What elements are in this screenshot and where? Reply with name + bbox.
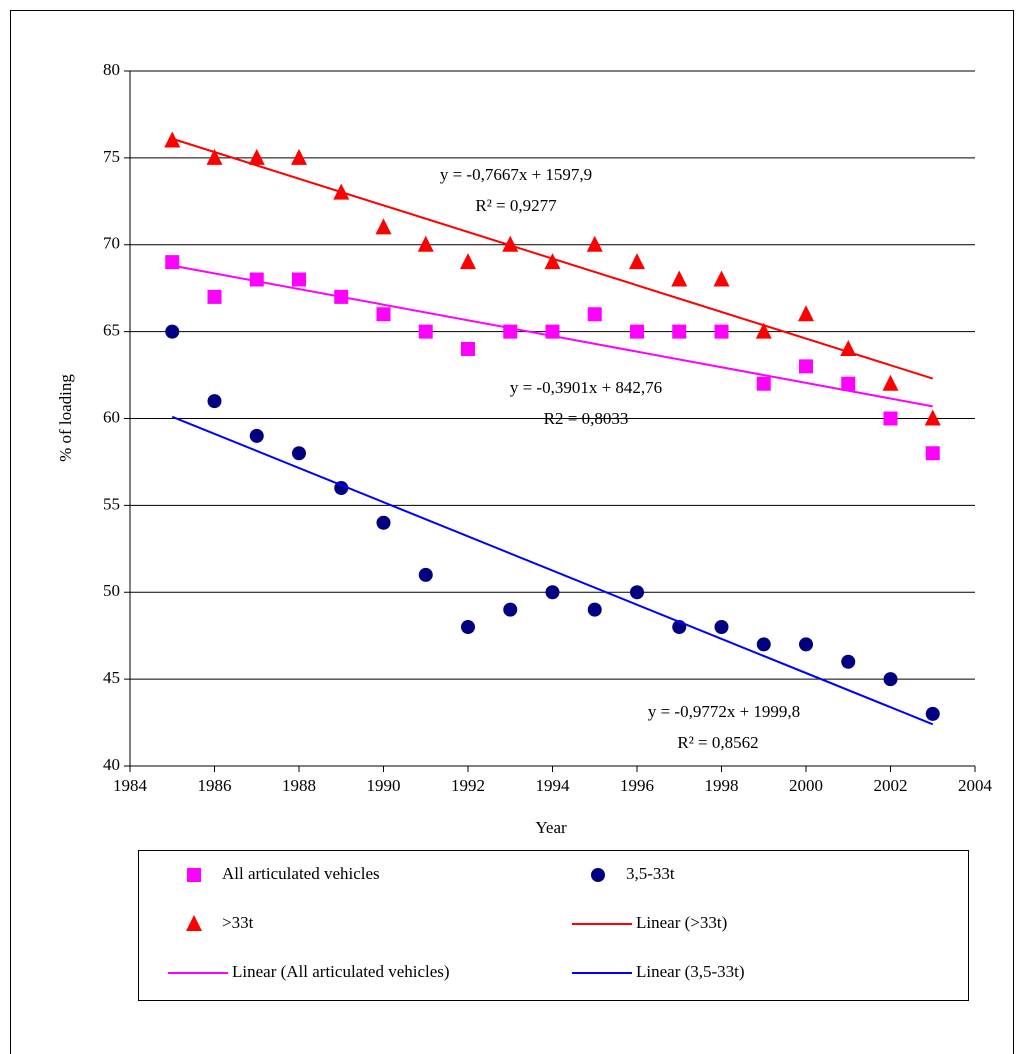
- marker: [376, 515, 391, 530]
- marker: [799, 359, 813, 374]
- marker: [207, 289, 222, 304]
- marker: [925, 446, 940, 461]
- y-tick-label: 75: [103, 147, 120, 166]
- trend-line: [171, 415, 934, 726]
- x-tick-label: 1996: [620, 776, 654, 795]
- y-tick-label: 60: [103, 407, 120, 426]
- marker: [841, 376, 856, 391]
- x-tick-label: 1992: [451, 776, 485, 795]
- x-tick-label: 2002: [874, 776, 908, 795]
- legend-label: Linear (>33t): [636, 913, 727, 932]
- marker: [924, 409, 941, 426]
- marker: [375, 218, 392, 235]
- marker: [714, 324, 729, 339]
- marker: [883, 411, 898, 426]
- marker: [925, 706, 940, 721]
- marker: [503, 602, 518, 617]
- y-tick-label: 45: [103, 668, 120, 687]
- x-tick-label: 1994: [536, 776, 571, 795]
- marker: [591, 868, 605, 882]
- marker: [291, 148, 307, 165]
- chart-border: [10, 10, 1014, 1054]
- x-axis-label: Year: [535, 818, 567, 837]
- marker: [630, 324, 644, 339]
- x-tick-label: 1984: [113, 776, 148, 795]
- marker: [545, 585, 560, 600]
- marker: [882, 374, 899, 391]
- marker: [799, 637, 813, 652]
- y-axis-label: % of loading: [56, 374, 75, 462]
- annotation: R² = 0,9277: [475, 196, 557, 215]
- legend-label: All articulated vehicles: [222, 864, 380, 883]
- y-tick-label: 70: [103, 234, 120, 253]
- marker: [249, 428, 264, 443]
- x-tick-label: 2004: [958, 776, 993, 795]
- marker: [629, 253, 645, 270]
- marker: [630, 585, 644, 600]
- marker: [840, 340, 857, 356]
- marker: [376, 307, 391, 322]
- legend: [138, 850, 969, 1001]
- marker: [461, 342, 475, 356]
- y-tick-label: 65: [103, 321, 120, 340]
- marker: [248, 148, 265, 165]
- marker: [544, 253, 561, 270]
- trend-line: [172, 264, 933, 408]
- annotation: y = -0,9772x + 1999,8: [648, 702, 800, 721]
- x-tick-label: 1988: [282, 776, 316, 795]
- y-tick-label: 80: [103, 60, 120, 79]
- marker: [755, 322, 772, 339]
- annotation: R² = 0,8562: [677, 733, 758, 752]
- legend-label: 3,5-33t: [626, 864, 675, 883]
- marker: [249, 272, 264, 287]
- marker: [587, 602, 602, 617]
- marker: [292, 272, 306, 287]
- x-tick-label: 1990: [367, 776, 401, 795]
- marker: [756, 637, 771, 652]
- marker: [418, 567, 433, 582]
- marker: [671, 270, 688, 287]
- marker: [713, 270, 730, 287]
- legend-label: Linear (3,5-33t): [636, 962, 745, 981]
- y-tick-label: 50: [103, 581, 120, 600]
- marker: [292, 446, 306, 461]
- marker: [586, 235, 603, 252]
- marker: [841, 654, 856, 669]
- marker: [756, 376, 771, 391]
- x-tick-label: 1986: [198, 776, 232, 795]
- marker: [587, 307, 602, 322]
- marker: [206, 148, 223, 165]
- annotation: y = -0,7667x + 1597,9: [440, 165, 592, 184]
- x-tick-label: 2000: [789, 776, 823, 795]
- marker: [714, 620, 729, 634]
- trend-line: [171, 137, 934, 380]
- x-tick-label: 1998: [705, 776, 739, 795]
- annotation: y = -0,3901x + 842,76: [510, 378, 662, 397]
- marker: [883, 672, 898, 687]
- marker: [186, 915, 202, 931]
- y-tick-label: 40: [103, 755, 120, 774]
- legend-label: Linear (All articulated vehicles): [232, 962, 450, 981]
- marker: [798, 305, 814, 322]
- marker: [502, 235, 519, 252]
- marker: [672, 324, 687, 339]
- marker: [460, 253, 476, 270]
- legend-label: >33t: [222, 913, 254, 932]
- marker: [187, 868, 201, 882]
- y-tick-label: 55: [103, 494, 120, 513]
- marker: [461, 620, 475, 634]
- marker: [207, 394, 222, 409]
- marker: [418, 324, 433, 339]
- marker: [417, 235, 434, 252]
- marker: [165, 324, 180, 339]
